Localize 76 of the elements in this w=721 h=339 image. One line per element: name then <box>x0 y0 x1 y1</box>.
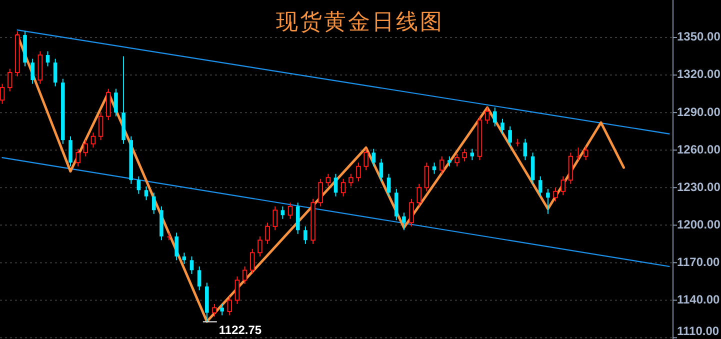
y-tick-label: 1140.00 <box>677 292 720 306</box>
candlestick <box>76 148 80 167</box>
candlestick <box>258 236 262 257</box>
candlestick <box>340 178 346 197</box>
candlestick <box>0 83 5 104</box>
candlestick <box>372 148 376 167</box>
candlestick <box>394 188 398 221</box>
candlestick <box>174 232 178 261</box>
candlestick <box>136 176 141 194</box>
y-tick-label: 1230.00 <box>677 180 721 194</box>
candlestick <box>356 162 361 182</box>
candlestick <box>379 158 384 182</box>
candlestick <box>152 192 156 214</box>
candlestick <box>500 118 504 134</box>
candlestick <box>220 303 224 316</box>
candlestick <box>90 132 96 148</box>
candlestick <box>439 156 444 174</box>
candlestick <box>242 266 248 284</box>
y-tick-label: 1260.00 <box>677 142 721 156</box>
candlestick <box>583 146 588 161</box>
candlestick <box>272 206 278 231</box>
candlestick <box>326 173 331 187</box>
y-tick-label: 1320.00 <box>677 67 721 82</box>
candlestick <box>250 248 255 274</box>
annotation: 1122.75 <box>218 322 262 337</box>
candlestick <box>416 183 422 207</box>
candlestick <box>409 198 414 227</box>
y-tick-label: 1290.00 <box>677 104 721 119</box>
candlestick <box>364 148 368 171</box>
candlestick <box>386 173 391 197</box>
candlestick <box>265 222 270 244</box>
candlestick <box>7 68 12 92</box>
candlestick <box>424 162 430 192</box>
candlestick <box>448 156 452 167</box>
candlestick <box>68 136 72 167</box>
candlestick <box>144 186 148 201</box>
candlestick <box>114 88 118 117</box>
candlestick <box>334 173 338 197</box>
candlestick <box>553 187 558 202</box>
y-tick-label: 1110.00 <box>677 324 720 338</box>
candlestick <box>190 256 194 274</box>
candlestick <box>576 147 580 161</box>
candlestick <box>30 58 34 84</box>
y-tick-label: 1200.00 <box>677 217 721 232</box>
candlestick <box>470 148 474 161</box>
line-series <box>16 34 625 323</box>
candlestick <box>402 212 406 231</box>
candlestick <box>197 266 202 291</box>
candlestick <box>304 226 308 244</box>
candlestick <box>280 206 285 220</box>
candlestick <box>46 50 50 67</box>
y-tick-label: 1170.00 <box>677 254 720 269</box>
candlestick <box>523 138 528 161</box>
candlestick <box>212 303 217 317</box>
text: 现货黄金日线图 <box>276 10 444 35</box>
candlestick <box>538 176 542 197</box>
y-tick-label: 1350.00 <box>677 30 721 44</box>
candlestick <box>484 107 490 124</box>
candlestick <box>98 112 104 141</box>
candlestick <box>493 107 497 127</box>
candlestick <box>53 58 58 87</box>
candlestick <box>462 148 467 162</box>
candlestick <box>546 188 550 214</box>
candlestick <box>106 88 111 121</box>
candlestick <box>454 153 460 167</box>
candlestick <box>296 202 300 234</box>
candlestick <box>530 152 535 184</box>
candlestick <box>568 152 574 184</box>
candlestick <box>234 276 240 304</box>
candlestick <box>288 202 293 220</box>
candlestick <box>508 126 512 147</box>
candlestick <box>560 176 566 196</box>
candlestick <box>348 173 354 187</box>
candlestick <box>318 178 323 207</box>
candlestick <box>83 140 88 157</box>
candlestick <box>227 296 232 316</box>
